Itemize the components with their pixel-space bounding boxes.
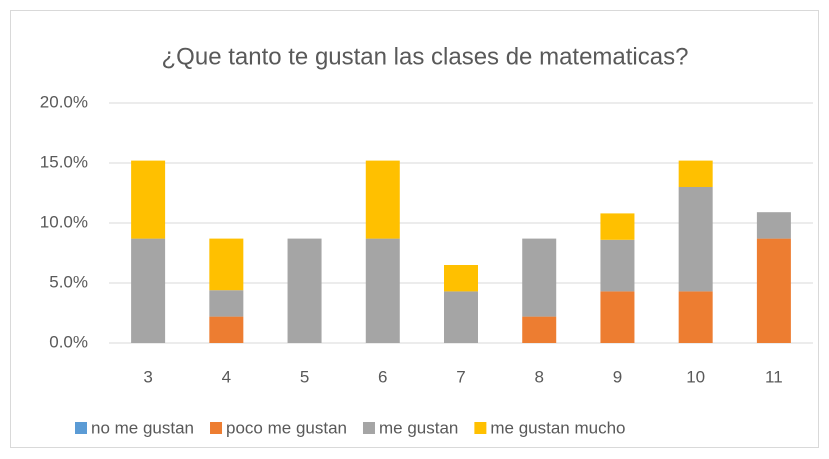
- y-tick-label: 5.0%: [49, 272, 88, 291]
- bar-segment: [209, 290, 244, 317]
- legend-label: no me gustan: [91, 418, 194, 437]
- y-tick-label: 20.0%: [40, 92, 88, 111]
- bar-segment: [131, 160, 166, 239]
- bar-segment: [678, 187, 713, 292]
- bar-segment: [756, 212, 791, 239]
- bar-segment: [365, 238, 400, 343]
- bar-segment: [209, 316, 244, 343]
- legend-label: me gustan: [379, 418, 458, 437]
- bar-segment: [678, 160, 713, 187]
- bar-segment: [444, 291, 478, 343]
- x-tick-label: 3: [143, 367, 152, 386]
- bar-segment: [522, 316, 557, 343]
- bar-segment: [600, 239, 635, 292]
- bar-segment: [600, 213, 635, 240]
- bar-segment: [209, 238, 244, 291]
- x-tick-label: 8: [534, 367, 543, 386]
- x-tick-label: 9: [613, 367, 622, 386]
- legend-label: poco me gustan: [226, 418, 347, 437]
- bar-segment: [131, 238, 166, 343]
- legend-swatch: [362, 422, 375, 434]
- y-tick-label: 15.0%: [40, 152, 88, 171]
- legend-label: me gustan mucho: [490, 418, 625, 437]
- y-tick-label: 10.0%: [40, 212, 88, 231]
- x-tick-label: 10: [686, 367, 705, 386]
- bar-segment: [678, 291, 713, 343]
- bar-segment: [522, 238, 557, 317]
- x-tick-label: 11: [765, 367, 783, 386]
- chart-title: ¿Que tanto te gustan las clases de matem…: [162, 43, 689, 70]
- bar-segment: [600, 291, 635, 343]
- bar-segment: [444, 265, 478, 292]
- x-tick-label: 6: [378, 367, 387, 386]
- legend-swatch: [210, 422, 223, 434]
- x-tick-label: 7: [456, 367, 465, 386]
- bar-segment: [756, 238, 791, 343]
- y-tick-label: 0.0%: [49, 332, 88, 351]
- bar-segment: [365, 160, 400, 239]
- x-tick-label: 4: [222, 367, 231, 386]
- x-tick-label: 5: [300, 367, 309, 386]
- legend-swatch: [474, 422, 487, 434]
- bar-segment: [287, 238, 322, 343]
- legend-swatch: [75, 422, 87, 434]
